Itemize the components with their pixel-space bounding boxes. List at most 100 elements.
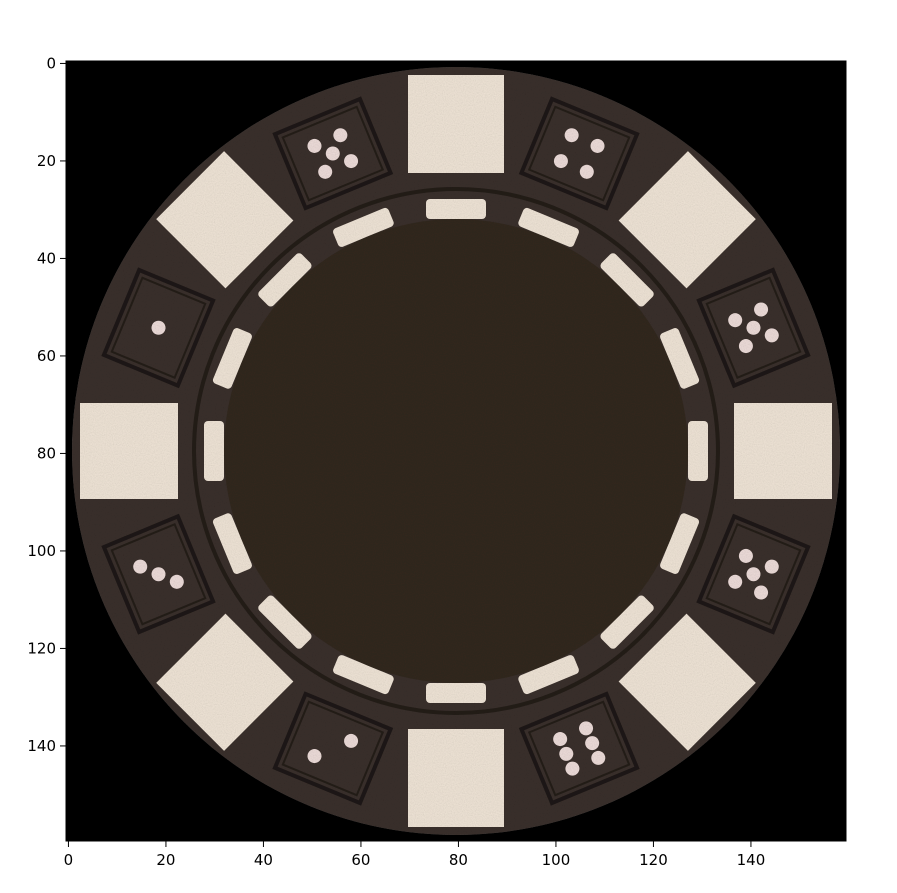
ring-dash [333, 207, 394, 247]
die-pip [307, 138, 322, 153]
ring-dash [426, 683, 486, 703]
y-tick-label: 100 [27, 542, 56, 560]
die-pip [344, 154, 359, 169]
chip-stripe [408, 75, 504, 173]
die-pip [333, 128, 348, 143]
die-inner-outline [527, 700, 631, 797]
die-pip [764, 328, 779, 343]
die-pip [764, 559, 779, 574]
die-outline [101, 267, 216, 389]
die-pip [585, 736, 600, 751]
plot-frame [65, 60, 847, 842]
y-tick-label: 60 [37, 347, 56, 365]
die-pip [738, 339, 753, 354]
chip-die [272, 691, 394, 806]
y-axis: 0 20 40 60 80 100 120 140 [27, 54, 66, 755]
die-outline [272, 96, 394, 211]
chip-dice [101, 96, 811, 806]
x-tick-label: 140 [737, 851, 766, 869]
die-outline [696, 267, 811, 389]
ring-dash [518, 207, 579, 247]
poker-chip-icon [72, 67, 840, 835]
chip-center-inlay [224, 219, 688, 683]
chip-die [101, 267, 216, 389]
die-pip [151, 320, 166, 335]
chip-stripe [156, 613, 294, 751]
x-tick-label: 20 [156, 851, 175, 869]
ring-dash [518, 655, 579, 695]
y-tick-label: 80 [37, 444, 56, 462]
chip-die [696, 267, 811, 389]
die-pip [746, 567, 761, 582]
x-tick-label: 40 [254, 851, 273, 869]
x-tick-label: 100 [542, 851, 571, 869]
die-inner-outline [705, 276, 802, 380]
die-pip [151, 567, 166, 582]
die-pip [754, 585, 769, 600]
ring-dash [600, 595, 654, 649]
die-pip [579, 164, 594, 179]
ring-dash [426, 199, 486, 219]
die-pip [565, 761, 580, 776]
die-outline [518, 691, 640, 806]
ring-dash [660, 328, 700, 389]
y-tick-label: 140 [27, 737, 56, 755]
die-pip [579, 721, 594, 736]
chip-stripe [156, 151, 294, 289]
y-tick-label: 20 [37, 152, 56, 170]
die-pip [728, 574, 743, 589]
y-tick-label: 0 [46, 54, 56, 72]
ring-dash [212, 513, 252, 574]
die-inner-outline [705, 522, 802, 626]
die-pip [318, 164, 333, 179]
ring-dash [212, 328, 252, 389]
ring-dash [204, 421, 224, 481]
ring-dash [600, 253, 654, 307]
die-inner-outline [527, 105, 631, 202]
chip-die [272, 96, 394, 211]
die-pip [738, 548, 753, 563]
ring-dash [660, 513, 700, 574]
x-tick-label: 120 [639, 851, 668, 869]
chip-die [518, 691, 640, 806]
chip-stripe [618, 613, 756, 751]
die-pip [344, 733, 359, 748]
die-pip [133, 559, 148, 574]
die-pip [746, 320, 761, 335]
chip-die [518, 96, 640, 211]
y-tick-label: 40 [37, 249, 56, 267]
die-pip [754, 302, 769, 317]
chip-stripe [408, 729, 504, 827]
x-axis: 0 20 40 60 80 100 120 140 [64, 841, 766, 869]
die-pip [307, 749, 322, 764]
die-inner-outline [110, 522, 207, 626]
die-outline [272, 691, 394, 806]
ring-dash [258, 253, 312, 307]
chip-stripes [80, 75, 832, 827]
ring-dash [333, 655, 394, 695]
x-tick-label: 80 [449, 851, 468, 869]
x-tick-label: 0 [64, 851, 74, 869]
chip-ring-dashes [204, 199, 708, 703]
die-pip [590, 138, 605, 153]
die-pip [559, 746, 574, 761]
die-pip [591, 750, 606, 765]
die-pip [169, 574, 184, 589]
ring-dash [258, 595, 312, 649]
die-pip [325, 146, 340, 161]
ring-dash [688, 421, 708, 481]
die-pip [564, 128, 579, 143]
chip-stripe [734, 403, 832, 499]
chip-rim-groove [192, 187, 720, 715]
image-panel [66, 61, 846, 841]
chip-stripe [80, 403, 178, 499]
die-pip [553, 732, 568, 747]
chip-stripe [618, 151, 756, 289]
x-tick-label: 60 [351, 851, 370, 869]
die-outline [101, 513, 216, 635]
chip-die [696, 513, 811, 635]
die-inner-outline [281, 105, 385, 202]
chip-die [101, 513, 216, 635]
die-outline [696, 513, 811, 635]
